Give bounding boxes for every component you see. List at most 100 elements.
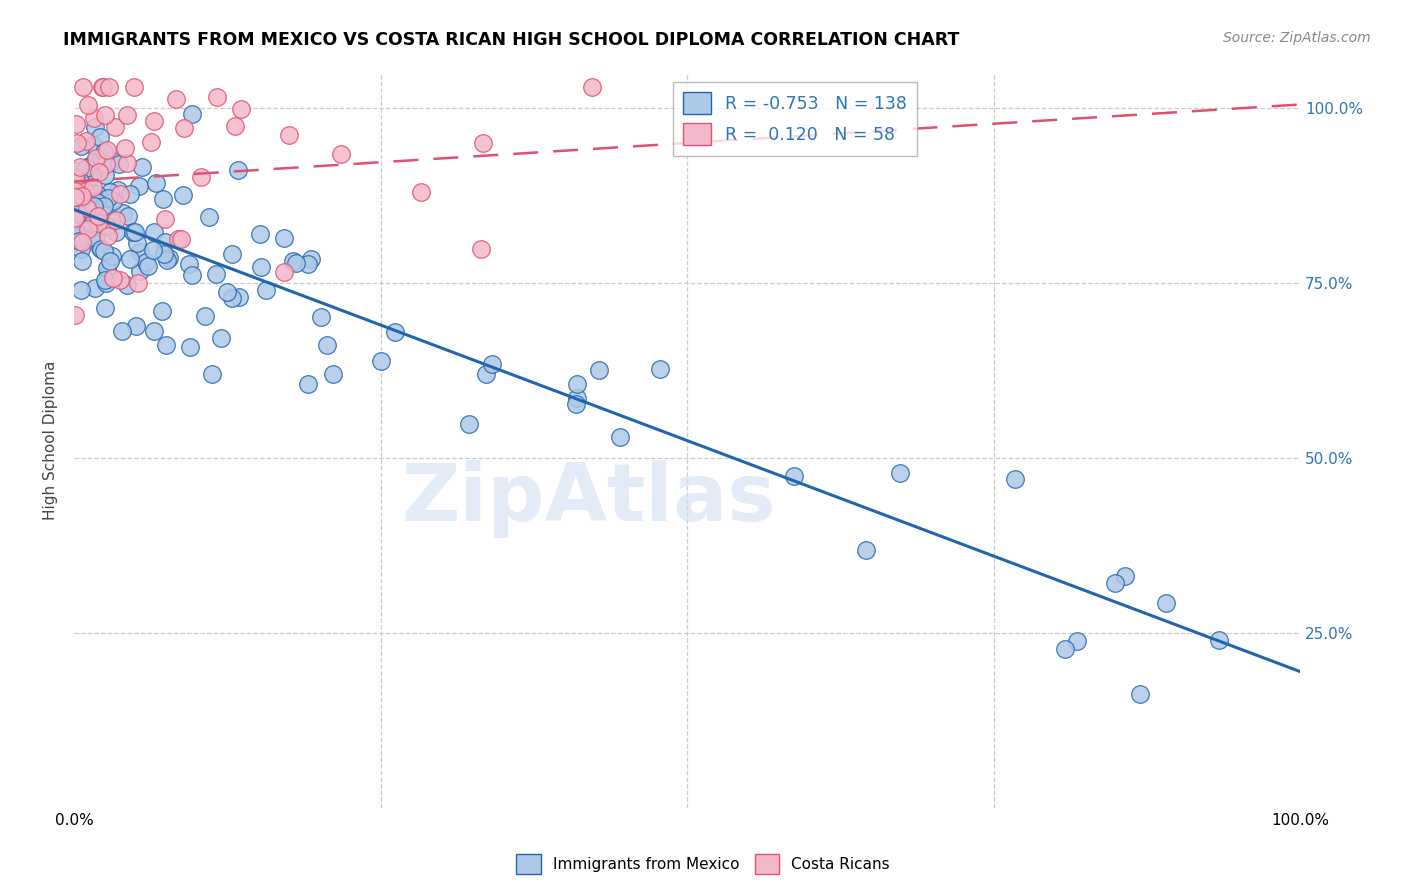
Point [152, 192, 174, 206]
Point [198, 210, 221, 224]
Point [135, 255, 157, 269]
Point [73, 185, 96, 199]
Point [384, 325, 406, 339]
Point [581, 80, 603, 95]
Point [80, 216, 103, 230]
Point [65, 117, 87, 131]
Point [316, 337, 339, 351]
Point [80, 169, 103, 184]
Point [90, 150, 112, 164]
Point [1066, 634, 1088, 648]
Point [75, 134, 97, 148]
Point [79, 159, 101, 173]
Point [122, 80, 145, 95]
Point [93, 199, 115, 213]
Point [273, 265, 295, 279]
Point [125, 319, 148, 334]
Point [205, 267, 228, 281]
Point [73, 198, 96, 212]
Point [153, 247, 176, 261]
Point [155, 252, 177, 267]
Point [89, 242, 111, 256]
Point [87, 165, 110, 179]
Point [166, 231, 188, 245]
Point [299, 252, 322, 267]
Point [79, 186, 101, 201]
Point [609, 430, 631, 444]
Y-axis label: High School Diploma: High School Diploma [44, 361, 58, 520]
Point [136, 260, 159, 274]
Point [69, 160, 91, 174]
Point [475, 367, 498, 381]
Point [588, 363, 610, 377]
Point [65, 136, 87, 150]
Point [221, 291, 243, 305]
Point [65, 174, 87, 188]
Point [472, 136, 495, 150]
Point [172, 187, 194, 202]
Point [228, 290, 250, 304]
Point [221, 247, 243, 261]
Point [97, 229, 120, 244]
Point [104, 120, 127, 135]
Point [96, 219, 118, 234]
Point [284, 256, 307, 270]
Point [75, 183, 97, 197]
Point [93, 244, 115, 258]
Point [86, 227, 108, 242]
Point [65, 172, 87, 186]
Point [82, 138, 104, 153]
Point [72, 80, 94, 95]
Point [201, 368, 224, 382]
Point [70, 139, 93, 153]
Point [855, 543, 877, 558]
Point [90, 80, 112, 95]
Text: Source: ZipAtlas.com: Source: ZipAtlas.com [1223, 31, 1371, 45]
Point [249, 227, 271, 241]
Point [181, 268, 204, 282]
Point [66, 227, 89, 241]
Point [481, 357, 503, 371]
Point [65, 170, 87, 185]
Point [1114, 569, 1136, 583]
Point [111, 325, 134, 339]
Point [104, 225, 127, 239]
Point [101, 153, 124, 168]
Point [322, 368, 344, 382]
Point [194, 310, 217, 324]
Point [117, 209, 139, 223]
Point [145, 176, 167, 190]
Point [229, 102, 252, 116]
Point [129, 264, 152, 278]
Point [66, 207, 89, 221]
Point [205, 90, 228, 104]
Point [650, 362, 672, 376]
Point [115, 278, 138, 293]
Point [97, 266, 120, 280]
Point [84, 154, 107, 169]
Point [131, 160, 153, 174]
Point [65, 189, 87, 203]
Point [65, 205, 87, 219]
Point [93, 168, 115, 182]
Point [120, 252, 142, 266]
Point [75, 161, 97, 176]
Point [155, 337, 177, 351]
Point [565, 391, 588, 405]
Point [65, 211, 87, 225]
Point [117, 155, 139, 169]
Point [100, 253, 122, 268]
Point [114, 141, 136, 155]
Point [65, 164, 87, 178]
Point [94, 273, 117, 287]
Point [76, 201, 98, 215]
Point [86, 219, 108, 234]
Point [370, 353, 392, 368]
Point [297, 257, 319, 271]
Point [82, 203, 104, 218]
Point [94, 276, 117, 290]
Point [457, 417, 479, 431]
Point [93, 108, 115, 122]
Point [73, 171, 96, 186]
Point [96, 144, 118, 158]
